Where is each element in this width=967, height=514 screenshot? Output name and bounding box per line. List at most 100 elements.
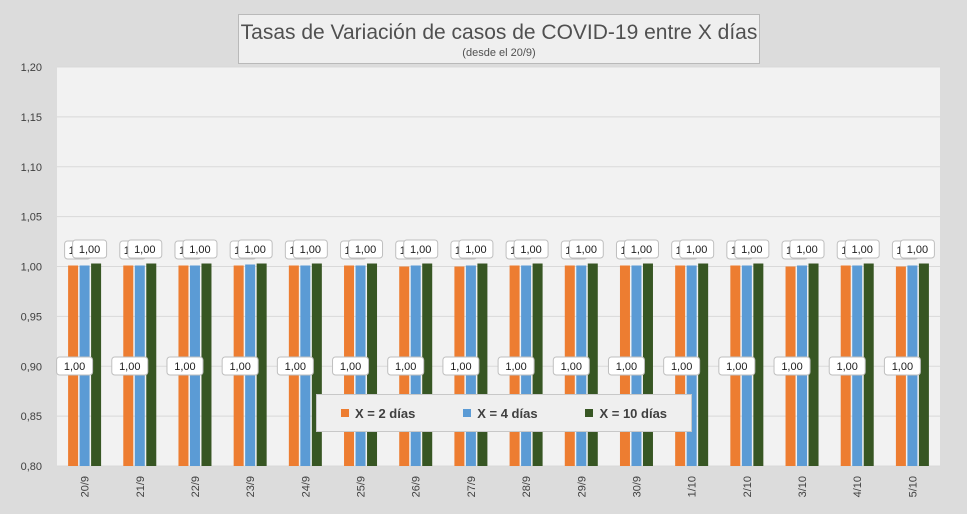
data-label-text: 1,00 bbox=[892, 361, 913, 373]
chart-subtitle: (desde el 20/9) bbox=[462, 47, 536, 59]
x-tick-label: 24/9 bbox=[300, 476, 312, 497]
data-label-box bbox=[348, 239, 384, 259]
data-label-text: 1,00 bbox=[852, 244, 873, 256]
y-tick-label: 0,80 bbox=[21, 461, 42, 473]
data-label-text: 1,00 bbox=[79, 244, 100, 256]
x-tick-label: 4/10 bbox=[852, 476, 864, 497]
legend-item-x10: X = 10 días bbox=[585, 406, 667, 421]
data-label-x10: 1,00 bbox=[844, 239, 880, 259]
data-label-text: 1,00 bbox=[410, 244, 431, 256]
y-tick-label: 0,90 bbox=[21, 361, 42, 373]
legend-label-x4: X = 4 días bbox=[477, 405, 538, 421]
data-label-text: 1,00 bbox=[285, 361, 306, 373]
x-tick-label: 23/9 bbox=[245, 476, 257, 497]
data-label-box bbox=[111, 356, 149, 376]
data-label-box bbox=[828, 356, 866, 376]
bar-x10 bbox=[146, 263, 157, 466]
data-label-box bbox=[773, 356, 811, 376]
y-tick-label: 0,95 bbox=[21, 311, 42, 323]
legend-item-x2: X = 2 días bbox=[340, 406, 415, 421]
x-tick-label: 26/9 bbox=[411, 476, 423, 497]
data-label-x10: 1,00 bbox=[348, 239, 384, 259]
x-tick-label: 22/9 bbox=[190, 476, 202, 497]
legend-item-x4: X = 4 días bbox=[463, 405, 538, 421]
data-label-x2: 1,00 bbox=[828, 356, 866, 376]
data-label-box bbox=[789, 239, 825, 259]
data-label-box bbox=[237, 239, 273, 259]
data-label-x10: 1,00 bbox=[679, 239, 715, 259]
data-label-x2: 1,00 bbox=[166, 356, 204, 376]
bar-x10 bbox=[587, 263, 598, 466]
data-label-box bbox=[442, 356, 480, 376]
bar-x10 bbox=[256, 263, 267, 466]
bar-x10 bbox=[863, 263, 874, 466]
data-label-box bbox=[623, 239, 659, 259]
data-label-text: 1,00 bbox=[355, 244, 376, 256]
x-tick-label: 20/9 bbox=[80, 476, 92, 497]
data-label-x2: 1,00 bbox=[56, 356, 94, 376]
data-label-text: 1,00 bbox=[781, 361, 802, 373]
chart-title: Tasas de Variación de casos de COVID-19 … bbox=[240, 21, 758, 44]
data-label-text: 1,00 bbox=[465, 244, 486, 256]
y-tick-label: 1,15 bbox=[21, 112, 42, 124]
x-tick-label: 29/9 bbox=[576, 476, 588, 497]
data-label-x10: 1,00 bbox=[734, 239, 770, 259]
data-label-box bbox=[166, 356, 204, 376]
bar-x10 bbox=[532, 263, 543, 466]
data-label-text: 1,00 bbox=[244, 244, 265, 256]
data-label-x2: 1,00 bbox=[332, 356, 370, 376]
data-label-x2: 1,00 bbox=[607, 356, 645, 376]
data-label-x10: 1,00 bbox=[899, 239, 935, 259]
data-label-text: 1,00 bbox=[505, 361, 526, 373]
data-label-text: 1,00 bbox=[561, 361, 582, 373]
x-tick-label: 30/9 bbox=[631, 476, 643, 497]
data-label-text: 1,00 bbox=[616, 361, 637, 373]
data-label-text: 1,00 bbox=[837, 361, 858, 373]
data-label-x10: 1,00 bbox=[458, 239, 494, 259]
data-label-x10: 1,00 bbox=[513, 239, 549, 259]
x-tick-label: 2/10 bbox=[742, 476, 754, 497]
data-label-x10: 1,00 bbox=[292, 239, 328, 259]
data-label-box bbox=[56, 356, 94, 376]
data-label-text: 1,00 bbox=[395, 361, 416, 373]
data-label-x2: 1,00 bbox=[387, 356, 425, 376]
bar-x10 bbox=[753, 263, 764, 466]
data-label-text: 1,00 bbox=[300, 244, 321, 256]
data-label-text: 1,00 bbox=[64, 361, 85, 373]
data-label-x10: 1,00 bbox=[568, 239, 604, 259]
legend: X = 2 días X = 4 días X = 10 días bbox=[316, 394, 692, 432]
legend-swatch-x10 bbox=[585, 409, 594, 417]
data-label-text: 1,00 bbox=[631, 244, 652, 256]
data-label-x10: 1,00 bbox=[623, 239, 659, 259]
data-label-box bbox=[72, 239, 108, 259]
bar-x10 bbox=[642, 263, 653, 466]
data-label-box bbox=[497, 356, 535, 376]
data-label-box bbox=[679, 239, 715, 259]
data-label-text: 1,00 bbox=[189, 244, 210, 256]
data-label-text: 1,00 bbox=[229, 361, 250, 373]
data-label-box bbox=[568, 239, 604, 259]
x-tick-label: 1/10 bbox=[687, 476, 699, 497]
legend-swatch-x2 bbox=[340, 409, 349, 417]
title-box: Tasas de Variación de casos de COVID-19 … bbox=[238, 14, 760, 64]
data-label-x2: 1,00 bbox=[663, 356, 701, 376]
data-label-text: 1,00 bbox=[741, 244, 762, 256]
data-label-x2: 1,00 bbox=[221, 356, 259, 376]
data-label-box bbox=[663, 356, 701, 376]
data-label-text: 1,00 bbox=[671, 361, 692, 373]
bar-x10 bbox=[422, 263, 433, 466]
x-tick-label: 27/9 bbox=[466, 476, 478, 497]
bar-x10 bbox=[808, 263, 819, 466]
data-label-x10: 1,00 bbox=[237, 239, 273, 259]
data-label-box bbox=[607, 356, 645, 376]
y-tick-label: 1,10 bbox=[21, 162, 42, 174]
data-label-text: 1,00 bbox=[340, 361, 361, 373]
data-label-box bbox=[387, 356, 425, 376]
data-label-x2: 1,00 bbox=[497, 356, 535, 376]
data-label-box bbox=[899, 239, 935, 259]
data-label-box bbox=[458, 239, 494, 259]
data-label-text: 1,00 bbox=[686, 244, 707, 256]
data-label-text: 1,00 bbox=[450, 361, 471, 373]
x-tick-label: 5/10 bbox=[907, 476, 919, 497]
